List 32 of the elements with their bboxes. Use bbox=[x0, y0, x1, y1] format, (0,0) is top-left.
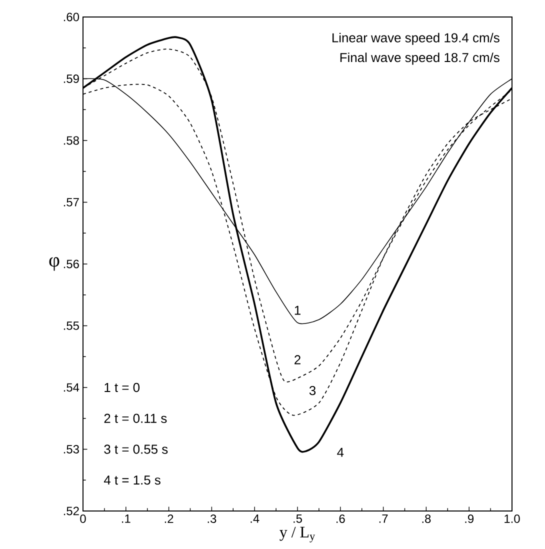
x-tick-label: .7 bbox=[379, 514, 388, 523]
annotation: 3 t = 0.55 s bbox=[104, 444, 168, 454]
x-tick-label: .6 bbox=[336, 514, 345, 523]
y-tick-label: .52 bbox=[64, 506, 79, 516]
annotation: 2 bbox=[294, 355, 300, 364]
x-tick-label: 0 bbox=[80, 514, 86, 523]
x-tick-label: .1 bbox=[122, 514, 130, 523]
y-tick-label: .57 bbox=[64, 198, 79, 206]
x-tick-label: .8 bbox=[422, 514, 431, 523]
y-tick-label: .53 bbox=[64, 445, 79, 454]
annotation: 4 t = 1.5 s bbox=[104, 476, 160, 485]
y-tick-label: .54 bbox=[64, 383, 80, 392]
annotation: Linear wave speed 19.4 cm/s bbox=[332, 32, 500, 45]
y-tick-label: .56 bbox=[64, 260, 79, 268]
y-tick-label: .60 bbox=[64, 12, 80, 22]
y-tick-label: .59 bbox=[64, 74, 79, 83]
x-tick-label: 1.0 bbox=[504, 514, 520, 523]
y-tick-label: .58 bbox=[64, 136, 79, 145]
y-axis-title: φ bbox=[49, 257, 60, 271]
x-tick-label: .9 bbox=[465, 514, 474, 523]
annotation: 1 bbox=[294, 306, 300, 315]
x-axis-title: y / L$_{y}$ bbox=[280, 526, 316, 542]
annotation: 2 t = 0.11 s bbox=[104, 414, 167, 423]
x-tick-label: .5 bbox=[294, 514, 302, 523]
y-tick-label: .55 bbox=[64, 322, 79, 330]
annotation: Final wave speed 18.7 cm/s bbox=[340, 52, 500, 65]
x-tick-label: .4 bbox=[250, 514, 260, 523]
x-tick-label: .3 bbox=[208, 514, 216, 523]
annotation: 3 bbox=[309, 386, 316, 396]
annotation: 1 t = 0 bbox=[104, 382, 140, 392]
annotation: 4 bbox=[337, 448, 344, 457]
x-tick-label: .2 bbox=[164, 514, 174, 523]
